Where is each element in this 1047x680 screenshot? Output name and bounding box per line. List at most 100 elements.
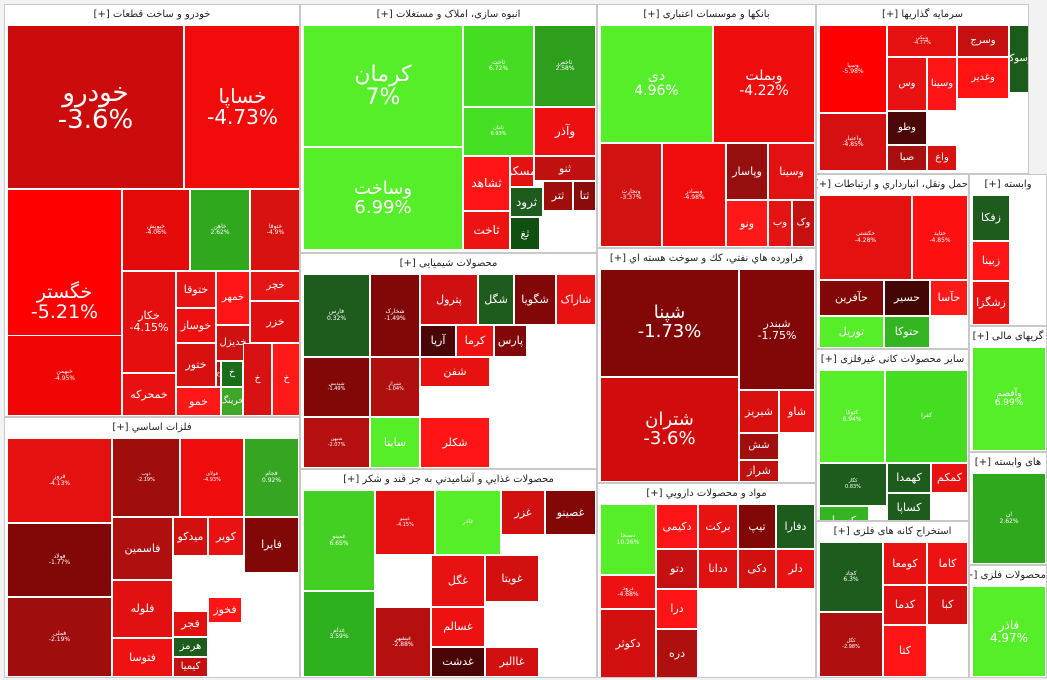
stock-tile[interactable]: خ [216, 361, 221, 387]
stock-tile[interactable]: تیپ [738, 504, 776, 549]
stock-tile[interactable]: خ [221, 361, 243, 387]
stock-tile[interactable]: زفکا [972, 195, 1010, 241]
stock-tile[interactable]: ثامان 6.93% [463, 107, 534, 156]
stock-tile[interactable]: وآفصم 6.99% [972, 347, 1046, 451]
stock-tile[interactable]: کویر [208, 517, 244, 556]
stock-tile[interactable]: شپدیس -1.49% [303, 357, 370, 417]
stock-tile[interactable]: کساپا [887, 493, 931, 520]
stock-tile[interactable]: غسالم [431, 607, 485, 647]
stock-tile[interactable]: وساخت 6.99% [303, 147, 463, 250]
stock-tile[interactable]: شبریز [739, 390, 779, 433]
stock-tile[interactable]: درود -4.68% [600, 575, 656, 609]
stock-tile[interactable]: دکوثر [600, 609, 656, 677]
stock-tile[interactable]: کبا [927, 585, 968, 625]
stock-tile[interactable]: کرما [456, 325, 494, 357]
stock-tile[interactable]: شگویا [514, 274, 556, 325]
stock-tile[interactable]: دتو [656, 549, 698, 589]
stock-tile[interactable]: ثتا [573, 181, 596, 211]
stock-tile[interactable]: ختوقا [176, 271, 216, 308]
stock-tile[interactable]: وک [792, 200, 815, 247]
stock-tile[interactable]: غمینو 6.65% [303, 490, 375, 591]
stock-tile[interactable]: کدما [883, 585, 927, 625]
stock-tile[interactable]: ثشاهد [463, 156, 510, 211]
stock-tile[interactable]: کسرا [819, 506, 869, 520]
stock-tile[interactable]: شگل [478, 274, 514, 325]
stock-tile[interactable]: ساینا [370, 417, 420, 468]
stock-tile[interactable]: واعتبار -4.85% [819, 113, 887, 171]
stock-tile[interactable]: خزر [250, 301, 299, 343]
stock-tile[interactable]: فملی -2.19% [7, 597, 112, 677]
stock-tile[interactable]: وسینا [768, 143, 815, 200]
stock-tile[interactable]: غویتا [485, 555, 539, 602]
sector-title[interactable]: محصولات شیمیایی [+] [399, 258, 498, 269]
stock-tile[interactable]: شاراک [556, 274, 596, 325]
stock-tile[interactable]: ونیکی -4.77% [887, 25, 957, 57]
stock-tile[interactable]: کگل -2.98% [819, 612, 883, 677]
stock-tile[interactable]: کرمان 7% [303, 25, 463, 147]
stock-tile[interactable]: کهمدا [887, 463, 931, 493]
stock-tile[interactable]: خوساز [176, 308, 216, 343]
stock-tile[interactable]: حآفرین [819, 280, 884, 316]
sector-title[interactable]: انبوه سازی، املاک و مستغلات [+] [376, 9, 521, 20]
stock-tile[interactable]: ونو [726, 200, 768, 247]
sector-title[interactable]: وابسته [+] [984, 179, 1032, 190]
stock-tile[interactable]: واع [927, 145, 957, 171]
stock-tile[interactable]: صبا [887, 145, 927, 171]
stock-tile[interactable]: غدشت [431, 647, 485, 677]
stock-tile[interactable]: وبملت -4.22% [713, 25, 815, 143]
sector-title[interactable]: های وابسته [+] [974, 457, 1042, 468]
stock-tile[interactable]: آریا [420, 325, 456, 357]
stock-tile[interactable]: کاما [927, 542, 968, 585]
stock-tile[interactable]: دی 4.96% [600, 25, 713, 143]
stock-tile[interactable]: کتوکا 6.94% [819, 370, 885, 463]
stock-tile[interactable]: فلوله [112, 580, 173, 638]
stock-tile[interactable]: وطو [887, 111, 927, 145]
sector-title[interactable]: گریهای مالی [+] [972, 331, 1044, 342]
stock-tile[interactable]: شبهن -2.07% [303, 417, 370, 468]
stock-tile[interactable]: هرمز [173, 637, 208, 657]
stock-tile[interactable]: پترول [420, 274, 478, 325]
stock-tile[interactable]: فتوسا [112, 638, 173, 677]
sector-title[interactable]: بانکها و موسسات اعتباری [+] [643, 9, 770, 20]
stock-tile[interactable]: وسپا -5.98% [819, 25, 887, 113]
stock-tile[interactable]: ختور [176, 343, 216, 387]
stock-tile[interactable]: فولای -4.93% [180, 438, 244, 517]
sector-title[interactable]: فلزات اساسي [+] [112, 422, 192, 433]
stock-tile[interactable]: غپینو -4.15% [375, 490, 435, 555]
stock-tile[interactable]: خمهر [216, 271, 250, 325]
stock-tile[interactable]: ددانا [698, 549, 738, 589]
stock-tile[interactable]: غدام 3.59% [303, 591, 375, 677]
stock-tile[interactable]: حتاید -4.85% [912, 195, 968, 280]
stock-tile[interactable]: شتران -3.6% [600, 377, 739, 482]
stock-tile[interactable]: دکی [738, 549, 776, 589]
stock-tile[interactable]: فایرا [244, 517, 299, 573]
stock-tile[interactable]: زشگزا [972, 281, 1010, 325]
stock-tile[interactable]: کمکم [931, 463, 968, 493]
stock-tile[interactable]: خمحرکه [122, 373, 176, 416]
stock-tile[interactable]: خکار -4.15% [122, 271, 176, 373]
stock-tile[interactable]: شفن [420, 357, 490, 387]
stock-tile[interactable]: وغدیر [957, 57, 1009, 99]
stock-tile[interactable]: کگاز 0.83% [819, 463, 887, 506]
stock-tile[interactable]: فجام 0.92% [244, 438, 299, 517]
stock-tile[interactable]: وپاسار [726, 143, 768, 200]
stock-tile[interactable]: فخوز [208, 597, 242, 623]
stock-tile[interactable]: زبینا [972, 241, 1010, 281]
stock-tile[interactable]: شاو [779, 390, 815, 433]
stock-tile[interactable]: ثغ [510, 217, 540, 250]
stock-tile[interactable]: شکلر [420, 417, 490, 468]
stock-tile[interactable]: میدکو [173, 517, 208, 556]
stock-tile[interactable]: فارس 0.32% [303, 274, 370, 357]
stock-tile[interactable]: حسیر [884, 280, 930, 316]
stock-tile[interactable]: دسبحا 10.26% [600, 504, 656, 575]
stock-tile[interactable]: شخارک -1.49% [370, 274, 420, 357]
stock-tile[interactable]: غاالبر [485, 647, 539, 677]
stock-tile[interactable]: پارس [494, 325, 527, 357]
sector-title[interactable]: فراورده هاي نفتي، كك و سوخت هسته اي [+] [609, 253, 804, 264]
stock-tile[interactable]: ثرود [510, 187, 543, 217]
stock-tile[interactable]: ثتر [543, 181, 573, 211]
stock-tile[interactable]: وتجارت -3.37% [600, 143, 662, 247]
stock-tile[interactable]: وس [887, 57, 927, 111]
stock-tile[interactable]: برکت [698, 504, 738, 549]
stock-tile[interactable]: حآسا [930, 280, 968, 316]
